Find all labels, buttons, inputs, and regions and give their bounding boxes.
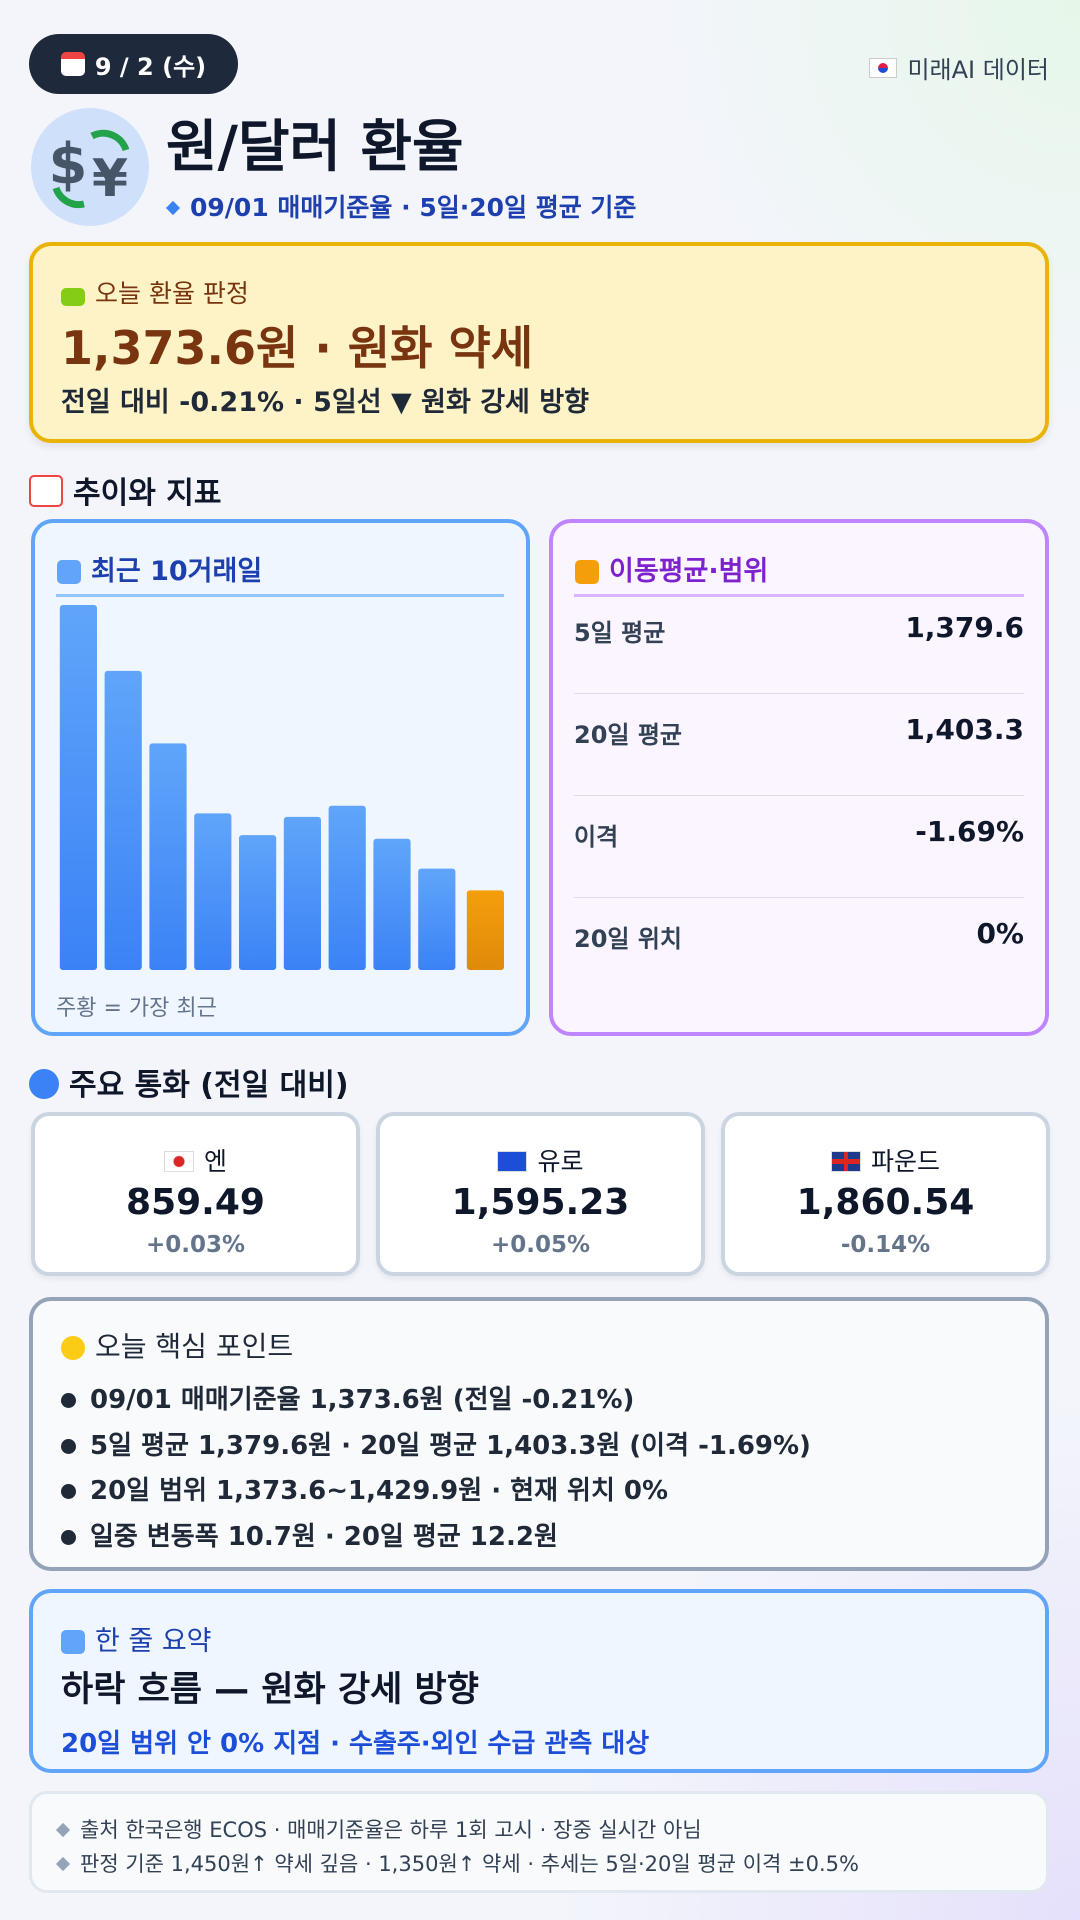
key-points-box: 오늘 핵심 포인트 09/01 매매기준율 1,373.6원 (전일 -0.21… xyxy=(29,1297,1049,1571)
ma-label: 20일 위치 xyxy=(574,925,682,953)
currency-change: -0.14% xyxy=(840,1232,931,1258)
currency-name-text: 엔 xyxy=(203,1147,227,1176)
ma-divider xyxy=(574,795,1024,796)
ma-value: 1,379.6 xyxy=(905,611,1024,644)
ma-label: 이격 xyxy=(574,823,619,851)
key-point: 09/01 매매기준율 1,373.6원 (전일 -0.21%) xyxy=(61,1379,634,1416)
verdict-detail: 전일 대비 -0.21% · 5일선 ▼ 원화 강세 방향 xyxy=(61,387,589,418)
section-currency-text: 주요 통화 (전일 대비) xyxy=(69,1068,349,1103)
bar xyxy=(104,670,142,970)
summary-detail: 20일 범위 안 0% 지점 · 수출주·외인 수급 관측 대상 xyxy=(61,1729,650,1759)
bar xyxy=(59,605,97,970)
ma-divider xyxy=(574,693,1024,694)
subtitle-text: 09/01 매매기준율 · 5일·20일 평균 기준 xyxy=(190,193,637,222)
verdict-headline: 1,373.6원 · 원화 약세 xyxy=(61,321,534,375)
currency-change: +0.05% xyxy=(490,1232,591,1258)
currency-card: 파운드 1,860.54 -0.14% xyxy=(721,1112,1050,1276)
exchange-icon: $ ¥ xyxy=(31,108,149,226)
key-point-text: 09/01 매매기준율 1,373.6원 (전일 -0.21%) xyxy=(90,1385,635,1415)
bar-chart xyxy=(59,605,504,970)
source-badge: 미래AI 데이터 xyxy=(869,50,1049,85)
footer-text: 판정 기준 1,450원↑ 약세 깊음 · 1,350원↑ 약세 · 추세는 5… xyxy=(80,1852,859,1876)
ma-card: 이동평균·범위 5일 평균 1,379.6 20일 평균 1,403.3 이격 -1.69… xyxy=(549,519,1049,1036)
subtitle: 09/01 매매기준율 · 5일·20일 평균 기준 xyxy=(165,188,637,224)
ma-rule xyxy=(574,594,1024,597)
footer-text: 출처 한국은행 ECOS · 매매기준율은 하루 1회 고시 · 장중 실시간 … xyxy=(80,1818,702,1842)
title: 원/달러 환율 xyxy=(166,115,464,180)
section-trend-text: 추이와 지표 xyxy=(73,476,222,511)
summary-box: 한 줄 요약 하락 흐름 — 원화 강세 방향 20일 범위 안 0% 지점 ·… xyxy=(29,1589,1049,1773)
footer-box: 출처 한국은행 ECOS · 매매기준율은 하루 1회 고시 · 장중 실시간 … xyxy=(29,1791,1049,1893)
ma-divider xyxy=(574,897,1024,898)
currency-flag xyxy=(497,1151,528,1172)
key-point: 일중 변동폭 10.7원 · 20일 평균 12.2원 xyxy=(61,1516,558,1553)
ma-value: -1.69% xyxy=(915,815,1024,848)
svg-text:$: $ xyxy=(49,132,88,197)
bar xyxy=(283,816,321,970)
currency-name: 엔 xyxy=(35,1142,356,1178)
key-point-text: 5일 평균 1,379.6원 · 20일 평균 1,403.3원 (이격 -1.… xyxy=(90,1430,811,1461)
currency-change: +0.03% xyxy=(145,1232,246,1258)
bar xyxy=(239,835,277,970)
key-points-title-text: 오늘 핵심 포인트 xyxy=(95,1330,294,1363)
chart-rule xyxy=(56,594,504,597)
ma-title: 이동평균·범위 xyxy=(575,549,768,588)
chart-title: 최근 10거래일 xyxy=(57,549,262,588)
currency-value: 859.49 xyxy=(126,1182,265,1223)
currency-name-text: 유로 xyxy=(537,1147,584,1176)
ma-value: 1,403.3 xyxy=(905,713,1024,746)
footer-line: 출처 한국은행 ECOS · 매매기준율은 하루 1회 고시 · 장중 실시간 … xyxy=(54,1814,702,1844)
source-text: 미래AI 데이터 xyxy=(907,56,1049,84)
currency-name-text: 파운드 xyxy=(870,1147,940,1176)
key-point-text: 일중 변동폭 10.7원 · 20일 평균 12.2원 xyxy=(90,1521,558,1552)
verdict-label: 오늘 환율 판정 xyxy=(61,274,249,310)
verdict-label-text: 오늘 환율 판정 xyxy=(95,279,249,308)
currency-card: 유로 1,595.23 +0.05% xyxy=(376,1112,705,1276)
currency-flag xyxy=(830,1151,861,1172)
currency-name: 파운드 xyxy=(725,1142,1046,1178)
section-currency: 주요 통화 (전일 대비) xyxy=(29,1060,349,1104)
bar xyxy=(149,743,187,970)
footer-line: 판정 기준 1,450원↑ 약세 깊음 · 1,350원↑ 약세 · 추세는 5… xyxy=(54,1848,859,1878)
currency-card: 엔 859.49 +0.03% xyxy=(31,1112,360,1276)
bar xyxy=(373,838,411,970)
diamond xyxy=(55,1856,71,1872)
bar xyxy=(328,805,366,970)
bar xyxy=(418,868,456,970)
ma-label: 5일 평균 xyxy=(574,619,666,647)
bullet xyxy=(61,1438,76,1454)
currency-value: 1,860.54 xyxy=(796,1182,975,1223)
chart-note: 주황 = 가장 최근 xyxy=(56,996,217,1021)
date-pill: 9 / 2 (수) xyxy=(29,34,238,94)
currency-value: 1,595.23 xyxy=(451,1182,630,1223)
bar xyxy=(194,813,232,970)
ma-label: 20일 평균 xyxy=(574,721,682,749)
ma-value: 0% xyxy=(976,917,1024,950)
section-trend: 추이와 지표 xyxy=(29,468,221,512)
bar xyxy=(466,890,504,970)
svg-text:¥: ¥ xyxy=(92,149,128,209)
key-point: 20일 범위 1,373.6~1,429.9원 · 현재 위치 0% xyxy=(61,1470,668,1507)
bullet xyxy=(61,1484,76,1499)
key-points-title: 오늘 핵심 포인트 xyxy=(61,1325,293,1365)
date: 9 / 2 (수) xyxy=(94,52,207,81)
ma-title-text: 이동평균·범위 xyxy=(609,556,769,587)
key-point: 5일 평균 1,379.6원 · 20일 평균 1,403.3원 (이격 -1.… xyxy=(61,1425,811,1462)
currency-name: 유로 xyxy=(380,1142,701,1178)
chart-title-text: 최근 10거래일 xyxy=(91,556,263,587)
diamond xyxy=(55,1822,71,1838)
currency-flag xyxy=(163,1151,194,1172)
bullet xyxy=(61,1393,76,1408)
summary-title-text: 한 줄 요약 xyxy=(95,1626,212,1657)
calendar-icon xyxy=(60,52,85,76)
flag-kr xyxy=(869,57,898,78)
bullet xyxy=(61,1529,76,1545)
key-point-text: 20일 범위 1,373.6~1,429.9원 · 현재 위치 0% xyxy=(90,1476,669,1506)
summary-headline: 하락 흐름 — 원화 강세 방향 xyxy=(61,1670,479,1710)
verdict-box: 오늘 환율 판정 1,373.6원 · 원화 약세 전일 대비 -0.21% ·… xyxy=(29,242,1049,443)
summary-title: 한 줄 요약 xyxy=(61,1619,212,1658)
